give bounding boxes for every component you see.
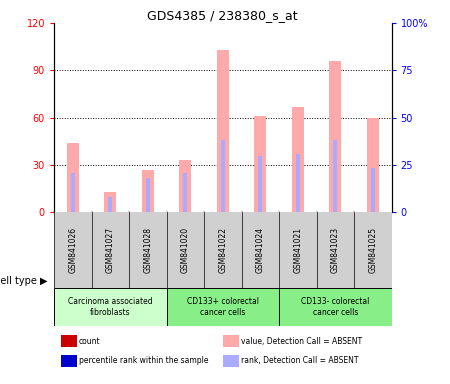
Bar bbox=[223, 335, 239, 347]
Text: CD133- colorectal
cancer cells: CD133- colorectal cancer cells bbox=[301, 298, 369, 317]
Text: percentile rank within the sample: percentile rank within the sample bbox=[79, 356, 208, 365]
Bar bbox=[258, 156, 262, 212]
Bar bbox=[54, 288, 166, 326]
Text: GSM841026: GSM841026 bbox=[68, 227, 77, 273]
Bar bbox=[104, 192, 116, 212]
Text: GSM841025: GSM841025 bbox=[368, 227, 377, 273]
Bar bbox=[61, 355, 77, 367]
Text: GSM841020: GSM841020 bbox=[181, 227, 190, 273]
Bar bbox=[71, 173, 75, 212]
Bar bbox=[333, 140, 337, 212]
Text: GSM841023: GSM841023 bbox=[331, 227, 340, 273]
Text: count: count bbox=[79, 337, 101, 346]
Bar bbox=[146, 178, 149, 212]
Bar bbox=[108, 197, 112, 212]
Text: GSM841028: GSM841028 bbox=[143, 227, 152, 273]
Text: cell type ▶: cell type ▶ bbox=[0, 276, 47, 286]
Bar bbox=[223, 355, 239, 367]
Bar bbox=[279, 288, 392, 326]
Bar bbox=[179, 161, 191, 212]
Bar bbox=[296, 154, 300, 212]
Title: GDS4385 / 238380_s_at: GDS4385 / 238380_s_at bbox=[148, 9, 298, 22]
Bar bbox=[184, 173, 187, 212]
Bar bbox=[292, 107, 304, 212]
Bar bbox=[142, 170, 154, 212]
Text: rank, Detection Call = ABSENT: rank, Detection Call = ABSENT bbox=[241, 356, 359, 365]
Bar bbox=[367, 118, 379, 212]
Text: GSM841022: GSM841022 bbox=[218, 227, 227, 273]
Text: value, Detection Call = ABSENT: value, Detection Call = ABSENT bbox=[241, 337, 362, 346]
Text: GSM841021: GSM841021 bbox=[293, 227, 302, 273]
Bar bbox=[221, 140, 225, 212]
Bar bbox=[371, 168, 374, 212]
Bar bbox=[67, 143, 79, 212]
Bar bbox=[329, 61, 341, 212]
Bar bbox=[217, 50, 229, 212]
Text: GSM841024: GSM841024 bbox=[256, 227, 265, 273]
Bar bbox=[166, 288, 279, 326]
Text: Carcinoma associated
fibroblasts: Carcinoma associated fibroblasts bbox=[68, 298, 153, 317]
Text: GSM841027: GSM841027 bbox=[106, 227, 115, 273]
Text: CD133+ colorectal
cancer cells: CD133+ colorectal cancer cells bbox=[187, 298, 259, 317]
Bar bbox=[61, 335, 77, 347]
Bar bbox=[254, 116, 266, 212]
